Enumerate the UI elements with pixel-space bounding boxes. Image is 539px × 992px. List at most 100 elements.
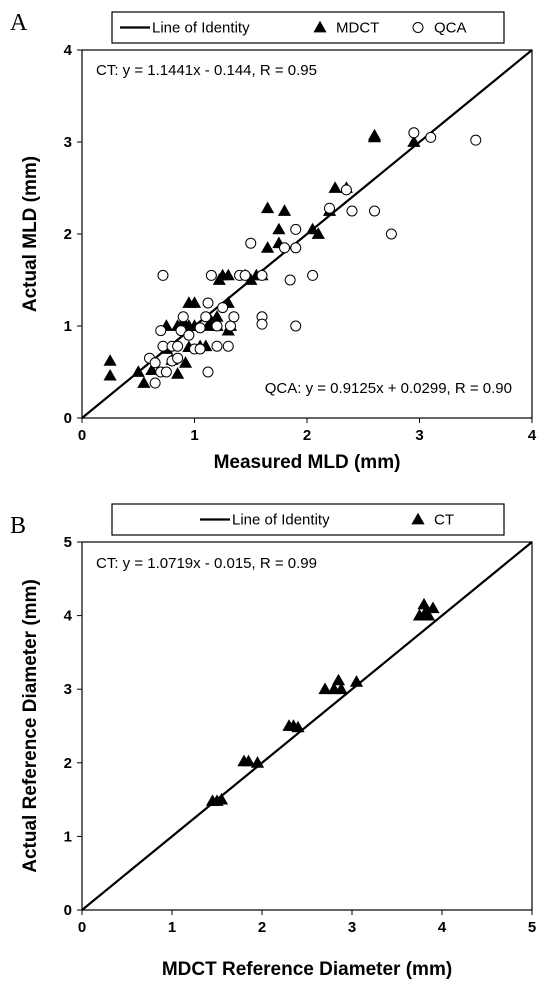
- qca-point: [284, 274, 296, 286]
- legend-box: [111, 11, 505, 44]
- qca-point: [157, 269, 169, 281]
- y-tick-label: 3: [64, 134, 72, 151]
- mdct-point: [407, 135, 421, 147]
- mdct-point: [137, 376, 151, 388]
- x-tick-label: 2: [303, 427, 311, 444]
- legend-triangle-swatch: [411, 512, 425, 525]
- y-tick-label: 3: [64, 681, 72, 698]
- legend-label: Line of Identity: [232, 512, 330, 529]
- mdct-point: [145, 363, 159, 375]
- mdct-point: [178, 356, 193, 368]
- x-tick-label: 4: [528, 427, 537, 444]
- legend-circle-swatch: [412, 22, 424, 33]
- qca-point: [202, 297, 214, 309]
- qca-point: [172, 340, 184, 352]
- qca-point: [149, 357, 161, 369]
- mdct-point: [221, 268, 235, 281]
- mdct-point: [261, 241, 275, 253]
- x-tick-label: 1: [168, 919, 176, 936]
- y-tick-label: 2: [64, 755, 72, 772]
- ct-point: [417, 597, 431, 610]
- panel-letter: A: [10, 10, 28, 36]
- qca-point: [225, 320, 236, 332]
- y-axis-title: Actual MLD (mm): [20, 156, 41, 312]
- identity-line: [81, 541, 533, 911]
- qca-point: [385, 228, 397, 240]
- y-axis-title: Actual Reference Diameter (mm): [20, 579, 41, 873]
- x-tick-label: 0: [78, 427, 86, 444]
- legend-label: MDCT: [336, 20, 379, 37]
- x-tick-label: 3: [348, 919, 356, 936]
- qca-point: [211, 340, 223, 352]
- ct-point: [291, 720, 305, 733]
- qca-point: [177, 311, 189, 323]
- plot-area: [81, 541, 533, 911]
- regression-annotation: QCA: y = 0.9125x + 0.0299, R = 0.90: [265, 380, 512, 397]
- ct-point: [214, 792, 229, 805]
- y-tick-label: 1: [64, 318, 72, 335]
- x-tick-label: 1: [190, 427, 198, 444]
- qca-point: [211, 320, 223, 332]
- x-tick-label: 3: [415, 427, 423, 444]
- ct-point: [426, 601, 440, 614]
- qca-point: [194, 343, 206, 355]
- regression-annotation: CT: y = 1.1441x - 0.144, R = 0.95: [96, 62, 317, 79]
- legend-label: CT: [434, 512, 454, 529]
- qca-point: [149, 377, 161, 389]
- mdct-point: [261, 201, 275, 214]
- mdct-point: [131, 365, 145, 377]
- qca-point: [470, 134, 482, 146]
- x-tick-label: 4: [438, 919, 447, 936]
- ct-point: [421, 608, 436, 621]
- ct-point: [250, 756, 265, 768]
- qca-point: [369, 205, 380, 217]
- qca-point: [324, 202, 335, 214]
- ct-point: [318, 682, 332, 695]
- qca-point: [425, 131, 437, 143]
- ct-point: [412, 608, 427, 621]
- qca-point: [202, 366, 214, 378]
- qca-point: [256, 269, 268, 281]
- qca-point: [172, 352, 184, 364]
- mdct-point: [210, 310, 224, 322]
- y-tick-label: 4: [64, 42, 73, 59]
- regression-annotation: CT: y = 1.0719x - 0.015, R = 0.99: [96, 555, 317, 572]
- x-axis-title: MDCT Reference Diameter (mm): [162, 959, 452, 980]
- mdct-point: [328, 181, 342, 193]
- mdct-point: [311, 227, 325, 239]
- y-tick-label: 5: [64, 534, 72, 551]
- qca-point: [205, 269, 217, 281]
- ct-point: [241, 754, 256, 767]
- y-tick-label: 4: [64, 608, 73, 625]
- mdct-point: [171, 367, 185, 379]
- ct-point: [349, 675, 364, 687]
- qca-point: [217, 302, 229, 314]
- qca-point: [222, 340, 234, 352]
- qca-point: [290, 223, 302, 235]
- qca-point: [346, 205, 358, 217]
- x-tick-label: 0: [78, 919, 86, 936]
- qca-point: [340, 184, 352, 196]
- y-tick-label: 0: [64, 902, 72, 919]
- legend-triangle-swatch: [313, 20, 327, 33]
- qca-point: [194, 322, 206, 334]
- qca-point: [239, 269, 251, 281]
- y-tick-label: 0: [64, 410, 72, 427]
- x-tick-label: 5: [528, 919, 536, 936]
- mdct-point: [187, 296, 202, 308]
- x-axis-title: Measured MLD (mm): [214, 452, 401, 473]
- mdct-point: [103, 354, 117, 366]
- qca-point: [290, 320, 302, 332]
- mdct-point: [367, 130, 382, 143]
- panel-letter: B: [10, 513, 26, 539]
- qca-point: [290, 242, 302, 254]
- legend-label: QCA: [434, 20, 467, 37]
- ct-point: [334, 682, 348, 695]
- qca-point: [228, 311, 240, 323]
- mdct-point: [272, 222, 286, 235]
- qca-point: [408, 127, 420, 139]
- qca-point: [279, 242, 290, 254]
- y-tick-label: 2: [64, 226, 72, 243]
- mdct-point: [103, 369, 117, 381]
